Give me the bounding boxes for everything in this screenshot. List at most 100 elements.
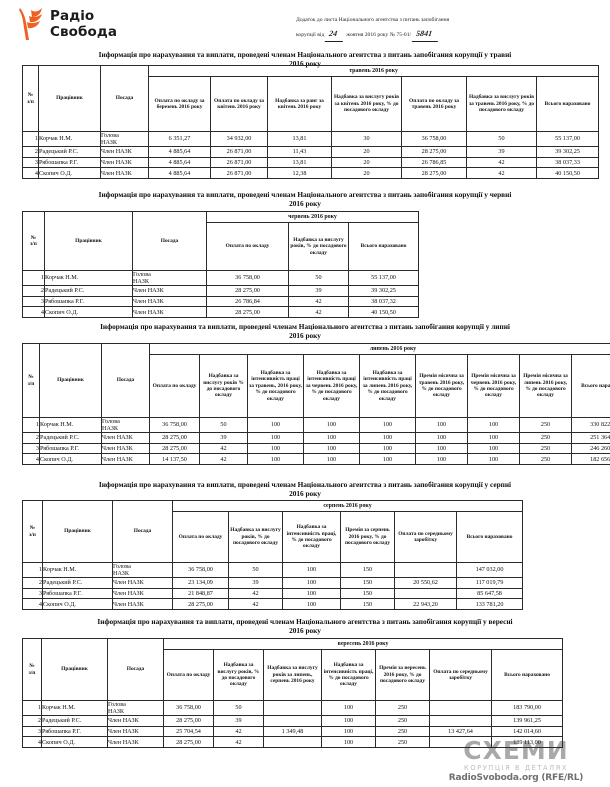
col-header-2: Надбавка за вислугу років, % до посадово…: [228, 511, 283, 563]
col-header-month-span: червень 2016 року: [205, 211, 420, 223]
table-row: 2 Радецький Р.С. Член НАЗК 4 885,64 26 871,0…: [22, 146, 600, 158]
cell-row-number: 1: [22, 416, 40, 434]
cell-value-8: 250: [519, 416, 572, 434]
cell-value-4: 100: [321, 699, 376, 717]
col-header-number: № з/п: [22, 500, 43, 563]
section-title-september: Інформація про нарахування та виплати, п…: [0, 617, 610, 635]
cell-worker-name: Скопич О.Д.: [41, 736, 108, 749]
cell-value-6: 100: [415, 442, 468, 455]
cell-value-5: 100: [359, 453, 416, 466]
position-line-1: Голова: [113, 563, 131, 570]
position-line-2: НАЗК: [113, 570, 130, 578]
radio-svoboda-wordmark: Радіо Свобода: [50, 8, 117, 41]
col-header-number-l2: з/п: [27, 380, 35, 387]
cell-value-1: 21 848,87: [172, 587, 229, 600]
table-row: 3 Рябошапка Р.Г. Член НАЗК 21 848,87 42 100 15…: [22, 587, 524, 600]
cell-value-3: 39 302,25: [347, 285, 420, 297]
cell-row-number: 1: [22, 699, 42, 717]
payroll-table-july: № з/п Працівник Посада липень 2016 року Оплат…: [22, 343, 610, 466]
cell-value-2: 26 871,00: [210, 156, 268, 169]
letterhead-line-2-prefix: корупції від: [296, 31, 325, 38]
col-header-number-l1: №: [30, 234, 37, 241]
handwritten-day: 24: [325, 25, 346, 42]
col-header-1: Оплата по окладу: [172, 511, 229, 563]
cell-value-2: 50: [288, 269, 349, 287]
cell-worker-name: Радецький Р.С.: [41, 715, 108, 727]
col-header-1: Оплата по окладу: [206, 222, 289, 271]
cell-value-7: 183 790,00: [490, 699, 564, 717]
cell-value-2: 42: [228, 598, 283, 611]
col-header-4: Надбавка за інтенсивність праці, % до по…: [321, 649, 376, 701]
cell-row-number: 4: [22, 736, 42, 749]
cell-value-3: 100: [282, 577, 341, 589]
cell-worker-name: Корчак Н.М.: [39, 416, 102, 434]
section-title-year: 2016 року: [289, 331, 321, 341]
col-header-worker: Працівник: [41, 638, 108, 701]
cell-value-2: 39: [199, 432, 248, 444]
col-header-9: Всього нараховано: [570, 354, 610, 418]
cell-value-5: 28 275,00: [401, 146, 467, 158]
col-header-6: Надбавка за вислугу років за травень 201…: [466, 76, 537, 132]
cell-value-2: 50: [228, 561, 283, 579]
cell-value-6: 50: [466, 130, 537, 148]
col-header-8: Премія місячна за липень 2016 року, % до…: [519, 354, 572, 418]
col-header-1: Оплата по окладу: [149, 354, 200, 418]
col-header-position: Посада: [132, 211, 207, 271]
col-header-6: Всього нараховано: [455, 511, 524, 563]
col-header-3: Надбавка за інтенсивність праці за траве…: [247, 354, 304, 418]
table-row: 3 Рябошапка Р.Г. Член НАЗК 28 275,00 42 100 10…: [22, 442, 610, 455]
cell-row-number: 3: [22, 725, 42, 738]
cell-value-2: 50: [213, 699, 264, 717]
cell-value-1: 28 275,00: [163, 715, 214, 727]
cell-position: Член НАЗК: [100, 146, 149, 158]
cell-value-6: 117 019,79: [455, 577, 524, 589]
cell-worker-name: Корчак Н.М.: [38, 130, 101, 148]
watermark-subtitle: КОРУПЦІЯ В ДЕТАЛЯХ: [464, 764, 568, 772]
cell-value-7: 100: [467, 416, 520, 434]
cell-position: Голова НАЗК: [107, 699, 164, 717]
table-row: 4 Скопич О.Д. Член НАЗК 28 275,00 42 100 150 22…: [22, 598, 524, 611]
section-title-year: 2016 року: [289, 626, 321, 636]
cell-value-7: 139 113,00: [490, 736, 564, 749]
cell-value-8: 250: [519, 442, 572, 455]
cell-worker-name: Рябошапка Р.Г.: [44, 295, 133, 308]
cell-value-3: [263, 699, 322, 717]
col-header-4: Надбавка за інтенсивність праці за черве…: [303, 354, 360, 418]
cell-value-1: 4 885,64: [148, 156, 211, 169]
cell-value-2: 42: [288, 295, 349, 308]
cell-value-1: 6 351,27: [148, 130, 211, 148]
cell-worker-name: Скопич О.Д.: [42, 598, 113, 611]
col-header-2: Оплата по окладу за квітень 2016 року: [210, 76, 268, 132]
cell-position: Голова НАЗК: [112, 561, 173, 579]
table-row: 2 Радецький Р.С. Член НАЗК 28 275,00 39 100 10…: [22, 432, 610, 444]
cell-value-9: 251 364,75: [570, 432, 610, 444]
col-header-5: Оплата по середньому заробітку: [394, 511, 457, 563]
cell-value-9: 182 656,50: [570, 453, 610, 466]
cell-value-7: 139 961,25: [490, 715, 564, 727]
section-title-text: Інформація про нарахування та виплати, п…: [98, 480, 512, 489]
col-header-position: Посада: [107, 638, 164, 701]
col-header-3: Надбавка за ранг за квітень 2016 року: [267, 76, 332, 132]
position-line-2: НАЗК: [108, 708, 125, 716]
cell-value-5: 28 275,00: [401, 167, 467, 180]
table-row: 4 Скопич О.Д. Член НАЗК 28 275,00 42 100 250 13…: [22, 736, 564, 749]
cell-row-number: 1: [22, 269, 45, 287]
cell-value-6: 42: [466, 167, 537, 180]
col-header-1: Оплата по окладу: [163, 649, 214, 701]
cell-row-number: 2: [22, 715, 42, 727]
col-header-6: Оплата по середньому заробітку: [429, 649, 492, 701]
cell-value-3: 1 349,48: [263, 725, 322, 738]
cell-value-3: 100: [247, 416, 304, 434]
col-header-number: № з/п: [22, 65, 39, 132]
table-header-row-top: № з/п Працівник Посада серпень 2016 року: [22, 500, 524, 563]
letterhead-line-1: Додаток до листа Національного агентства…: [296, 17, 450, 23]
section-title-text: Інформація про нарахування та виплати, п…: [98, 50, 512, 59]
section-title-year: 2016 року: [289, 199, 321, 209]
col-header-number-l2: з/п: [29, 531, 36, 538]
table-row: 3 Рябошапка Р.Г. Член НАЗК 26 786,84 42 38 03…: [22, 295, 420, 308]
cell-value-3: 38 037,32: [347, 295, 420, 308]
cell-value-7: 55 137,00: [535, 130, 600, 148]
cell-value-6: 100: [415, 453, 468, 466]
cell-position: Голова НАЗК: [101, 416, 150, 434]
cell-value-2: 26 871,00: [210, 146, 268, 158]
